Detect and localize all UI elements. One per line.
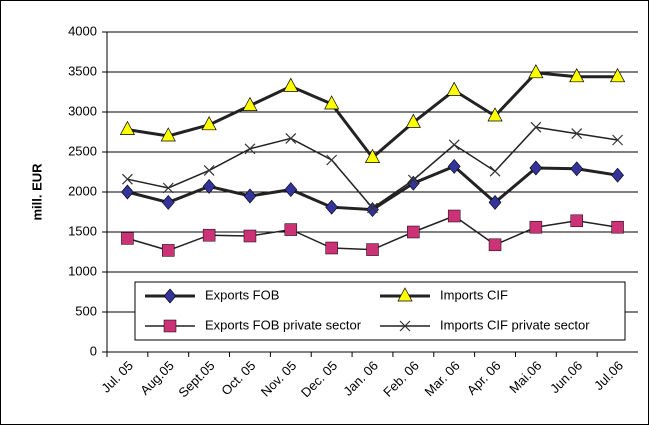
legend-label: Imports CIF private sector	[440, 317, 590, 332]
point	[570, 161, 584, 177]
legend-marker	[397, 287, 413, 302]
legend-marker	[163, 288, 177, 304]
point	[611, 220, 624, 234]
y-axis-label: mill. EUR	[29, 163, 44, 221]
y-tick-label: 1000	[68, 263, 97, 278]
point	[364, 148, 381, 163]
point	[285, 132, 297, 144]
point	[324, 95, 340, 110]
point	[201, 116, 217, 131]
point	[243, 188, 257, 204]
point	[570, 214, 583, 228]
legend-label: Exports FOB	[205, 287, 279, 302]
y-tick-label: 1500	[68, 223, 97, 238]
point	[612, 134, 624, 146]
y-tick-label: 4000	[68, 23, 97, 38]
point	[367, 202, 378, 214]
point	[447, 158, 461, 174]
point	[284, 182, 298, 198]
y-tick-label: 2500	[68, 143, 97, 158]
point	[571, 128, 583, 140]
point	[121, 173, 133, 185]
point	[529, 160, 543, 176]
point	[160, 127, 176, 142]
point	[325, 199, 339, 215]
point	[406, 175, 420, 191]
point	[121, 184, 134, 200]
legend-label: Imports CIF	[440, 287, 508, 302]
point	[244, 143, 256, 155]
y-tick-label: 2000	[68, 183, 97, 198]
point	[446, 81, 462, 96]
point	[489, 165, 501, 177]
point	[202, 178, 216, 194]
point	[203, 164, 215, 176]
legend-marker	[163, 319, 177, 333]
point	[530, 121, 542, 133]
point	[405, 113, 421, 128]
point	[243, 229, 257, 243]
legend-box	[134, 281, 626, 341]
point	[202, 228, 216, 242]
point	[569, 68, 585, 83]
point	[611, 167, 624, 183]
point	[488, 238, 502, 252]
legend-marker	[399, 320, 411, 332]
point	[487, 107, 503, 122]
point	[529, 220, 543, 234]
y-tick-label: 3000	[68, 103, 97, 118]
point	[121, 232, 134, 245]
point	[284, 223, 298, 236]
point	[162, 182, 174, 194]
point	[609, 68, 626, 83]
point	[447, 209, 461, 223]
point	[488, 194, 502, 210]
point	[242, 96, 258, 111]
point	[326, 154, 338, 166]
point	[366, 243, 379, 256]
point	[283, 77, 299, 92]
point	[325, 241, 338, 255]
point	[119, 120, 136, 135]
point	[407, 225, 420, 239]
y-tick-label: 500	[75, 303, 97, 318]
point	[448, 139, 460, 151]
legend-label: Exports FOB private sector	[205, 317, 362, 332]
y-tick-label: 3500	[68, 63, 97, 78]
point	[161, 194, 175, 210]
point	[162, 244, 175, 257]
y-tick-label: 0	[90, 343, 97, 358]
point	[407, 174, 419, 186]
point	[528, 64, 544, 79]
